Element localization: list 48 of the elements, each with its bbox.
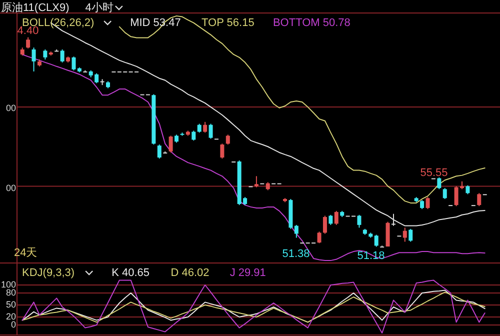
candlestick bbox=[294, 224, 298, 238]
text: 00 bbox=[6, 183, 16, 193]
candlestick bbox=[157, 144, 162, 160]
candlestick bbox=[322, 215, 327, 234]
candlestick bbox=[408, 228, 413, 242]
candlestick bbox=[420, 200, 424, 210]
y-tick-label: 100 bbox=[0, 279, 16, 290]
y-tick-label: 20 bbox=[6, 311, 16, 322]
y-tick-label: 80 bbox=[6, 287, 16, 298]
candlestick bbox=[477, 192, 482, 207]
candlestick bbox=[442, 188, 447, 200]
candlestick bbox=[168, 135, 173, 153]
candlestick bbox=[391, 213, 396, 226]
candlestick bbox=[226, 134, 230, 146]
candlestick bbox=[357, 214, 362, 228]
candlestick bbox=[437, 176, 442, 190]
candlestick bbox=[386, 221, 390, 248]
text: D 46.02 bbox=[170, 266, 210, 279]
candlestick bbox=[254, 176, 258, 188]
series-label: TOP 56.15 bbox=[202, 16, 254, 29]
candlestick bbox=[26, 36, 30, 49]
legend-title: KDJ(9,3,3) bbox=[22, 266, 75, 279]
candlestick bbox=[43, 48, 48, 60]
text: 00 bbox=[6, 103, 16, 113]
legend-label: K 40.65 bbox=[112, 266, 150, 279]
candlestick bbox=[380, 245, 384, 248]
candlestick bbox=[60, 48, 64, 63]
y-tick-label: 50 bbox=[6, 299, 16, 310]
candlestick bbox=[328, 214, 333, 226]
chart-title: 原油11(CLX9) bbox=[1, 0, 70, 14]
candlestick bbox=[208, 123, 213, 140]
candlestick bbox=[317, 231, 322, 244]
y-tick-label: 0 bbox=[10, 319, 16, 330]
candlestick bbox=[402, 227, 407, 242]
candlestick bbox=[32, 47, 36, 72]
text: 51.38 bbox=[282, 248, 310, 260]
annotation: 55.55 bbox=[420, 167, 448, 179]
candlestick bbox=[203, 121, 208, 134]
candlestick bbox=[192, 130, 196, 142]
line-series bbox=[22, 280, 486, 334]
candlestick bbox=[426, 196, 430, 210]
chart-subtitle: 4小时 bbox=[85, 0, 114, 14]
text: BOTTOM 50.78 bbox=[272, 16, 350, 29]
candlestick bbox=[334, 210, 338, 226]
candlestick bbox=[374, 234, 378, 248]
candlestick bbox=[72, 56, 76, 71]
candlestick bbox=[220, 143, 224, 160]
text: J 29.91 bbox=[230, 266, 266, 279]
